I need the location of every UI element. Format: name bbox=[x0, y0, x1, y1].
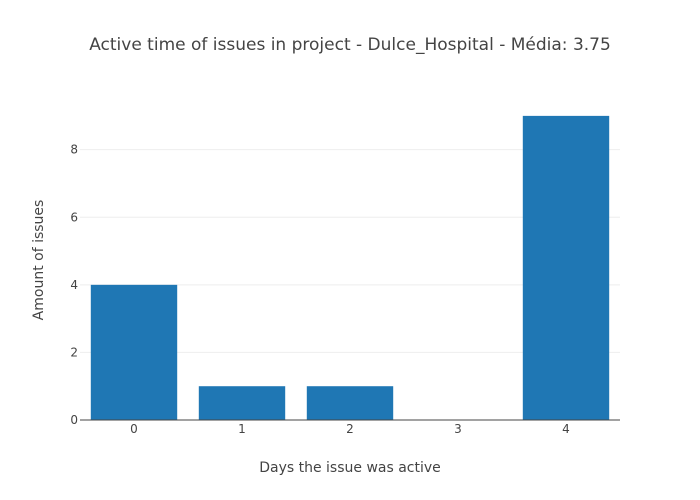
x-tick-label: 3 bbox=[454, 422, 462, 436]
x-tick-label: 2 bbox=[346, 422, 354, 436]
chart-title: Active time of issues in project - Dulce… bbox=[89, 35, 611, 55]
y-tick-label: 0 bbox=[70, 413, 78, 427]
bar-2[interactable] bbox=[306, 386, 394, 420]
y-tick-label: 8 bbox=[70, 143, 78, 157]
bar-1[interactable] bbox=[198, 386, 286, 420]
x-tick-label: 4 bbox=[562, 422, 570, 436]
x-tick-label: 1 bbox=[238, 422, 246, 436]
x-axis-title: Days the issue was active bbox=[259, 460, 441, 476]
x-tick-label: 0 bbox=[130, 422, 138, 436]
y-tick-label: 4 bbox=[70, 278, 78, 292]
bars bbox=[90, 115, 610, 421]
axes: 0 2 4 6 8 0 1 2 3 4 bbox=[70, 143, 620, 436]
bar-4[interactable] bbox=[522, 115, 610, 421]
y-tick-label: 2 bbox=[70, 345, 78, 359]
bar-0[interactable] bbox=[90, 284, 178, 420]
y-tick-label: 6 bbox=[70, 210, 78, 224]
y-axis-title: Amount of issues bbox=[31, 200, 47, 321]
